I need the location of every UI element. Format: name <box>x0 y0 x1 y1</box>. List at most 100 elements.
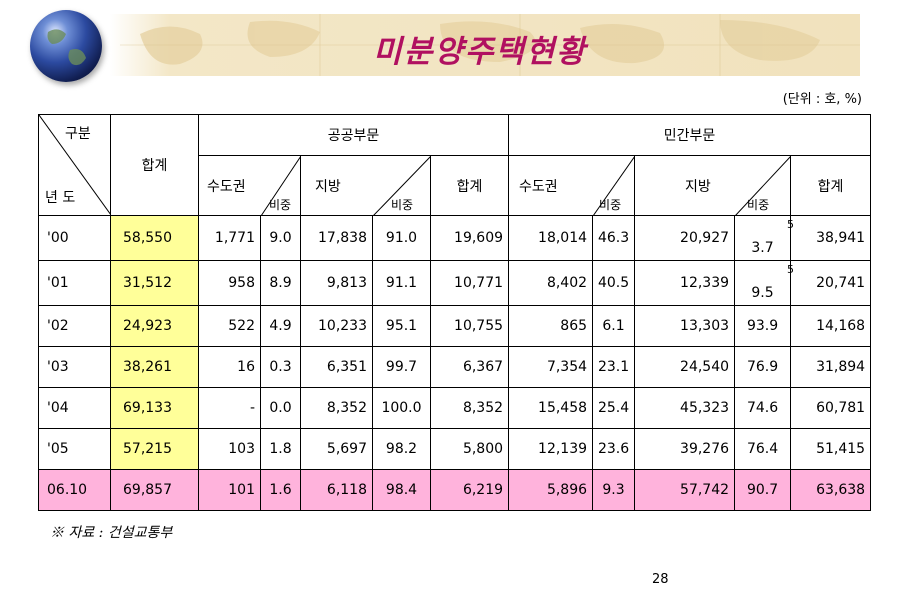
cell-pri-metro-share: 46.3 <box>592 215 636 261</box>
table-row: 06.10 69,857 101 1.6 6,118 98.4 6,219 5,896 9.3 5… <box>38 469 872 511</box>
cell-year: 06.10 <box>38 469 111 511</box>
cell-year: '02 <box>38 305 111 347</box>
cell-pub-local-share: 99.7 <box>372 346 431 388</box>
cell-pri-local: 13,303 <box>634 305 736 347</box>
cell-pub-local-share: 98.2 <box>372 428 431 470</box>
cell-pri-metro-share: 23.6 <box>592 428 636 470</box>
diagonal-line <box>734 156 792 216</box>
cell-pri-local-share: 93.9 <box>734 305 792 347</box>
cell-pri-metro: 8,402 <box>508 260 594 306</box>
cell-pri-metro-share: 40.5 <box>592 260 636 306</box>
cell-pub-local: 6,351 <box>300 346 373 388</box>
table-row: '00 58,550 1,771 9.0 17,838 91.0 19,609 18,014 4… <box>38 215 872 261</box>
total-header: 합계 <box>110 114 199 216</box>
cell-pub-metro: 16 <box>198 346 261 388</box>
page-number: 28 <box>652 572 669 587</box>
table-row: '01 31,512 958 8.9 9,813 91.1 10,771 8,402 40.5 1… <box>38 260 872 306</box>
cell-pri-metro: 12,139 <box>508 428 594 470</box>
share-label: 비중 <box>747 198 770 212</box>
diagonal-line <box>592 156 636 216</box>
cell-pub-metro: 103 <box>198 428 261 470</box>
cell-pri-local-share: 76.9 <box>734 346 792 388</box>
cell-pub-metro: - <box>198 387 261 429</box>
cell-pri-local: 45,323 <box>634 387 736 429</box>
cell-total: 57,215 <box>110 428 199 470</box>
page-title: 미분양주택현황 <box>373 34 587 70</box>
cell-pub-metro: 101 <box>198 469 261 511</box>
cell-pub-local: 8,352 <box>300 387 373 429</box>
cell-pri-local: 39,276 <box>634 428 736 470</box>
cell-pub-local-share: 98.4 <box>372 469 431 511</box>
cell-pub-metro-share: 1.8 <box>260 428 301 470</box>
cell-pri-metro-share: 9.3 <box>592 469 636 511</box>
cell-pri-metro: 15,458 <box>508 387 594 429</box>
globe-icon <box>30 10 102 82</box>
cell-pub-local: 10,233 <box>300 305 373 347</box>
cell-pub-local: 9,813 <box>300 260 373 306</box>
cell-pri-total: 63,638 <box>790 469 872 511</box>
share-label: 비중 <box>269 198 292 212</box>
cell-pri-total: 31,894 <box>790 346 872 388</box>
table-row: '05 57,215 103 1.8 5,697 98.2 5,800 12,139 23.6 3… <box>38 428 872 470</box>
cell-year: '00 <box>38 215 111 261</box>
cell-pri-local: 24,540 <box>634 346 736 388</box>
cell-pub-total: 10,771 <box>429 260 510 306</box>
cell-pub-local: 5,697 <box>300 428 373 470</box>
cell-pri-metro-share: 23.1 <box>592 346 636 388</box>
private-header: 민간부문 <box>508 114 872 156</box>
cell-pub-local-share: 95.1 <box>372 305 431 347</box>
public-local-header: 지방 비중 <box>300 155 431 216</box>
cell-total: 58,550 <box>110 215 199 261</box>
cell-pri-total: 14,168 <box>790 305 872 347</box>
public-total-header: 합계 <box>429 155 510 216</box>
source-note: ※ 자료 : 건설교통부 <box>50 525 173 541</box>
diagonal-line <box>372 156 431 216</box>
cell-year: '04 <box>38 387 111 429</box>
cell-pub-total: 6,367 <box>429 346 510 388</box>
cell-pub-local-share: 91.0 <box>372 215 431 261</box>
cell-pub-metro-share: 9.0 <box>260 215 301 261</box>
cell-total: 24,923 <box>110 305 199 347</box>
header-row-2: 수도권 비중 지방 비중 합계 수도권 비중 지방 비중 합계 <box>39 155 872 216</box>
cell-pub-metro: 522 <box>198 305 261 347</box>
cell-pub-local: 17,838 <box>300 215 373 261</box>
world-map-background <box>120 14 860 76</box>
cell-total: 69,133 <box>110 387 199 429</box>
cell-pub-metro-share: 1.6 <box>260 469 301 511</box>
local-label: 지방 <box>315 179 341 195</box>
cell-pub-total: 10,755 <box>429 305 510 347</box>
footnote-marker: 5 <box>787 218 795 231</box>
cell-pub-total: 8,352 <box>429 387 510 429</box>
title-banner <box>20 14 860 76</box>
cell-pri-metro-share: 6.1 <box>592 305 636 347</box>
cell-year: '05 <box>38 428 111 470</box>
cell-pub-metro-share: 8.9 <box>260 260 301 306</box>
cell-pub-metro-share: 0.0 <box>260 387 301 429</box>
private-local-header: 지방 비중 <box>634 155 792 216</box>
cell-pub-local-share: 91.1 <box>372 260 431 306</box>
share-label: 비중 <box>599 198 622 212</box>
cell-pub-total: 19,609 <box>429 215 510 261</box>
cell-pri-local-share: 3.7 5 <box>734 215 795 261</box>
unsold-housing-table: 구분 년 도 합계 공공부문 민간부문 수도권 비중 지방 비중 합계 수도권 … <box>38 114 872 511</box>
table-row: '04 69,133-0.0 8,352 100.0 8,352 15,458 25.4 45… <box>38 387 872 429</box>
cell-pri-metro: 5,896 <box>508 469 594 511</box>
cell-total: 38,261 <box>110 346 199 388</box>
table-body: '00 58,550 1,771 9.0 17,838 91.0 19,609 18,014 4… <box>38 215 872 511</box>
public-header: 공공부문 <box>197 114 510 156</box>
metro-label: 수도권 <box>207 179 246 195</box>
cell-pri-local: 12,339 <box>634 260 736 306</box>
cell-pub-metro: 1,771 <box>198 215 261 261</box>
cell-pri-local-share: 74.6 <box>734 387 792 429</box>
cell-total: 31,512 <box>110 260 199 306</box>
cell-pub-metro: 958 <box>198 260 261 306</box>
footnote-marker: 5 <box>787 263 795 276</box>
cell-pub-local-share: 100.0 <box>372 387 431 429</box>
cell-pri-local-share: 76.4 <box>734 428 792 470</box>
unit-label: (단위 : 호, %) <box>782 92 862 107</box>
cell-pub-metro-share: 0.3 <box>260 346 301 388</box>
cell-pri-local: 57,742 <box>634 469 736 511</box>
cell-pri-metro: 865 <box>508 305 594 347</box>
local-label: 지방 <box>685 179 711 195</box>
cell-pri-metro: 18,014 <box>508 215 594 261</box>
